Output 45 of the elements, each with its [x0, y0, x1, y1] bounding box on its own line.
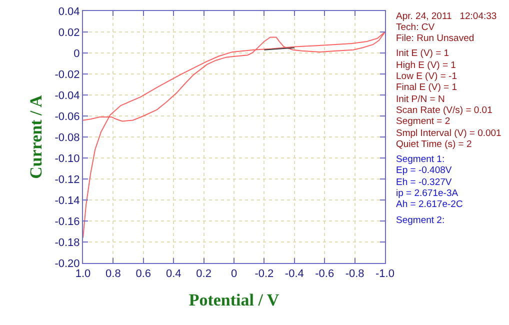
y-tick-label: -0.14: [54, 194, 80, 207]
x-tick-label: 0.2: [196, 268, 212, 280]
y-tick-label: 0.04: [58, 6, 80, 18]
text: Segment = 2: [396, 116, 450, 127]
x-tick-label: 1.0: [75, 268, 91, 280]
y-tick-label: -0.02: [54, 68, 80, 81]
y-tick-label: 0: [74, 48, 80, 60]
text: Apr. 24, 2011 12:04:33: [396, 11, 497, 22]
x-tick-label: -0.4: [284, 268, 304, 280]
y-tick-label: -0.04: [54, 90, 80, 102]
text: Scan Rate (V/s) = 0.01: [396, 105, 492, 116]
text: Eh = -0.327V: [396, 177, 452, 188]
text: Low E (V) = -1: [396, 71, 457, 82]
x-axis-title: Potential / V: [188, 290, 280, 310]
text: Final E (V) = 1: [396, 82, 457, 93]
text: Ah = 2.617e-2C: [396, 199, 463, 210]
line-series: [83, 32, 385, 238]
x-tick-label: -1.0: [376, 268, 394, 280]
y-tick-label: -0.06: [54, 110, 80, 123]
text: Tech: CV: [396, 22, 436, 33]
y-tick-label: -0.18: [54, 236, 80, 249]
x-tick-label: 0: [230, 268, 238, 280]
text: Quiet Time (s) = 2: [396, 139, 472, 150]
text: High E (V) = 1: [396, 60, 456, 71]
text: File: Run Unsaved: [396, 33, 474, 44]
text: Init E (V) = 1: [396, 48, 450, 59]
text: Segment 2:: [396, 215, 445, 226]
text: ip = 2.671e-3A: [396, 188, 459, 199]
x-tick-label: 0.4: [166, 268, 182, 280]
x-tick-label: 0.8: [106, 268, 121, 280]
text: Segment 1:: [396, 154, 445, 165]
text: Ep = -0.408V: [396, 165, 452, 176]
y-tick-label: -0.12: [54, 174, 80, 186]
y-tick-label: -0.16: [54, 216, 80, 228]
y-axis-title: Current / A: [26, 94, 46, 179]
y-tick-label: 0.02: [58, 26, 80, 39]
x-tick-label: 0.6: [136, 268, 152, 280]
x-tick-label: -0.2: [254, 268, 274, 280]
text: Init P/N = N: [396, 94, 445, 105]
x-tick-label: -0.8: [345, 268, 364, 280]
text: Smpl Interval (V) = 0.001: [396, 128, 502, 139]
y-tick-label: -0.08: [54, 132, 80, 144]
y-tick-label: -0.10: [54, 152, 80, 165]
y-tick-label: -0.20: [54, 258, 80, 270]
x-tick-label: -0.6: [315, 268, 334, 280]
